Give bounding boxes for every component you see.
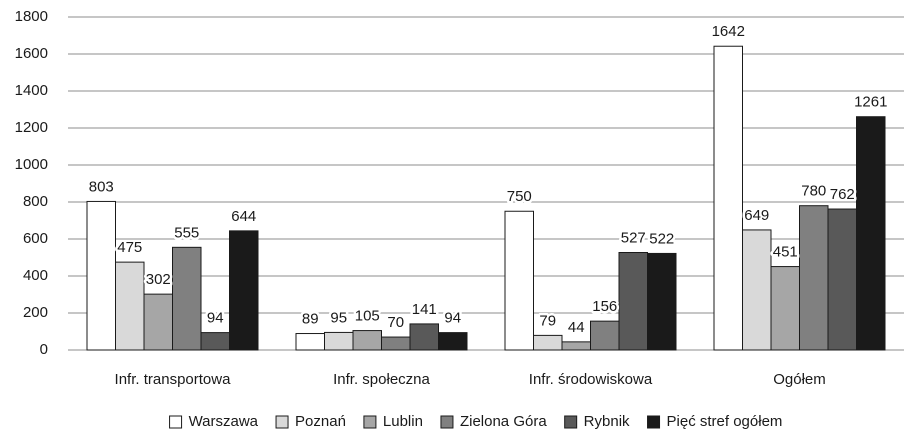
data-label: 156 [592,298,617,315]
x-tick-label: Infr. transportowa [115,371,232,388]
x-tick-label: Ogółem [773,371,826,388]
y-tick-label: 200 [23,304,48,321]
bar [438,332,468,351]
data-label: 527 [621,229,646,246]
data-label: 44 [568,319,585,336]
data-label: 79 [539,312,556,329]
bar [590,320,620,351]
data-label: 451 [773,244,798,261]
data-label: 141 [412,301,437,318]
bar [352,330,382,351]
bar [324,331,354,351]
data-label: 94 [444,310,461,327]
x-tick-label: Infr. społeczna [333,371,430,388]
data-label: 649 [744,207,769,224]
bar [799,205,829,351]
data-label: 95 [330,309,347,326]
data-label: 475 [117,239,142,256]
data-label: 94 [207,310,224,327]
bar [856,116,886,351]
bar [200,332,230,351]
data-label: 522 [649,230,674,247]
y-tick-label: 1200 [15,119,48,136]
data-label: 780 [801,183,826,200]
legend-swatch [275,415,289,429]
bar [381,336,411,351]
data-label: 89 [302,311,319,328]
data-label: 803 [89,178,114,195]
data-label: 762 [830,186,855,203]
legend-swatch [647,415,661,429]
bar [86,200,116,351]
bar [143,293,173,351]
data-label: 644 [231,208,256,225]
legend-swatch [169,415,183,429]
bar [827,208,857,351]
legend-swatch [564,415,578,429]
data-label: 302 [146,271,171,288]
y-tick-label: 800 [23,193,48,210]
legend-swatch [363,415,377,429]
bar [172,246,202,351]
data-label: 70 [387,314,404,331]
y-tick-label: 600 [23,230,48,247]
bar [770,266,800,351]
bar [115,261,145,351]
bar [409,323,439,351]
legend-swatch [440,415,454,429]
x-tick-label: Infr. środowiskowa [529,371,653,388]
data-label: 105 [355,308,380,325]
bar [229,230,259,351]
bar [295,333,325,351]
y-tick-label: 1400 [15,82,48,99]
data-label: 1261 [854,94,887,111]
bar [647,252,677,351]
y-tick-label: 0 [40,341,48,358]
data-label: 750 [507,188,532,205]
legend-label: Lublin [383,413,423,430]
bar [533,334,563,351]
legend-label: Pięć stref ogółem [667,413,783,430]
legend-label: Poznań [295,413,346,430]
bar [504,210,534,351]
legend-label: Rybnik [584,413,630,430]
legend-label: Zielona Góra [460,413,547,430]
bar [618,252,648,351]
y-tick-label: 1000 [15,156,48,173]
bar [742,229,772,351]
y-tick-label: 1600 [15,45,48,62]
bar [713,45,743,351]
y-tick-label: 1800 [15,8,48,25]
data-label: 555 [174,224,199,241]
data-label: 1642 [712,23,745,40]
bar [561,341,591,351]
y-tick-label: 400 [23,267,48,284]
legend-label: Warszawa [189,413,259,430]
